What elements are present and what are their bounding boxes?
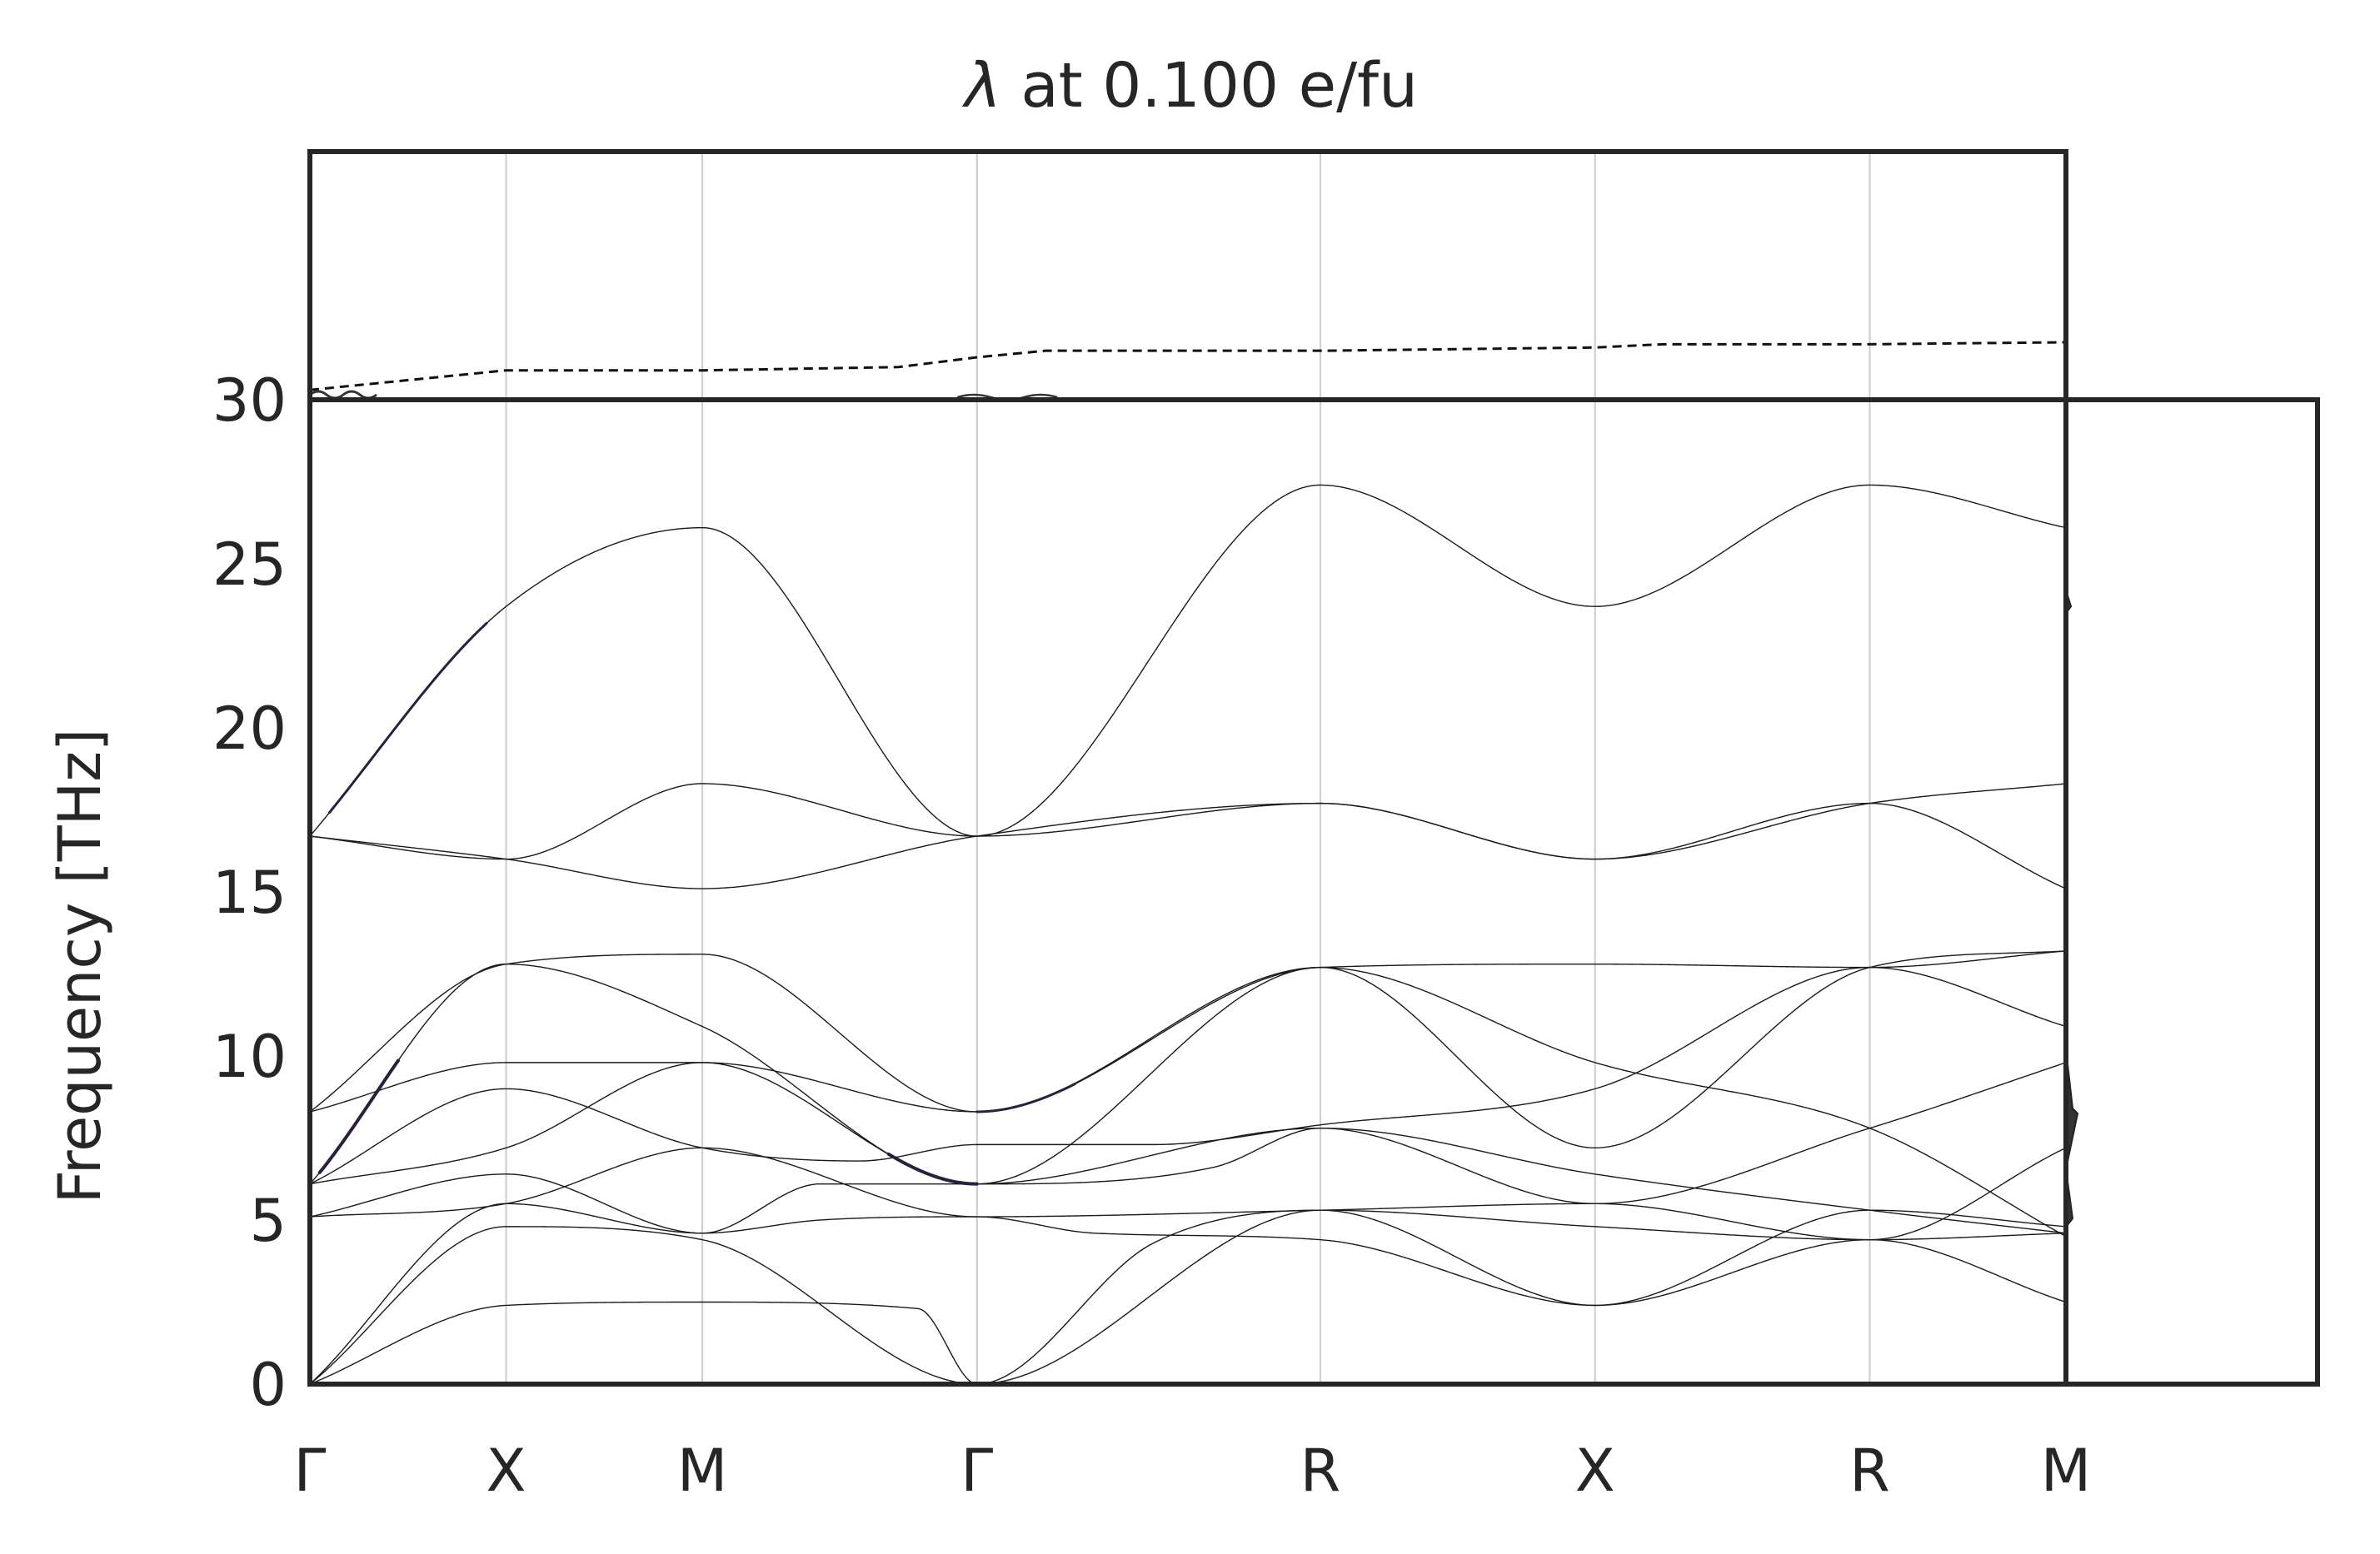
band-line-band-5	[309, 1127, 2067, 1234]
lambda-dashed-line	[309, 341, 2067, 391]
y-tick-labels: 0 5 10 15 20 25 30	[212, 366, 287, 1419]
x-tick-label: M	[677, 1437, 727, 1505]
y-axis-label: Frequency [THz]	[46, 729, 114, 1204]
y-tick-label: 10	[212, 1023, 287, 1091]
x-tick-label: Γ	[294, 1437, 327, 1505]
band-emphasis	[317, 621, 1077, 1186]
band-line-band-11	[309, 802, 2067, 889]
title-lambda-symbol: λ	[961, 50, 1001, 122]
x-tick-label: Γ	[960, 1437, 993, 1505]
x-tick-label: X	[1575, 1437, 1615, 1505]
chart-title: λ at 0.100 e/fu	[961, 50, 1418, 122]
y-tick-label: 25	[212, 530, 287, 599]
axes-frames	[307, 149, 2320, 1387]
x-tick-label: M	[2041, 1437, 2091, 1505]
y-tick-label: 20	[212, 695, 287, 763]
y-tick-label: 5	[249, 1187, 287, 1255]
band-emphasis-segment	[328, 621, 488, 814]
band-line-band-6	[309, 1062, 2067, 1205]
lambda-panel	[309, 341, 2079, 1228]
band-line-band-1	[309, 1209, 2067, 1385]
band-line-band-13	[309, 484, 2067, 837]
vertical-grid	[505, 152, 1871, 1384]
band-line-band-4	[309, 1147, 2067, 1241]
band-emphasis-segment	[317, 1058, 400, 1174]
band-line-band-9	[309, 950, 2067, 1185]
phonon-bands	[309, 484, 2067, 1385]
y-tick-label: 30	[212, 366, 287, 435]
band-emphasis-segment	[886, 1152, 979, 1186]
x-tick-label: R	[1300, 1437, 1341, 1505]
lambda-contribution-mark	[309, 390, 377, 400]
y-tick-label: 15	[212, 859, 287, 927]
band-line-band-8	[309, 966, 2067, 1238]
band-line-band-10	[309, 950, 2067, 1113]
lambda-panel-frame	[307, 149, 2068, 402]
band-line-band-7	[309, 966, 2067, 1185]
band-line-band-2	[309, 1209, 2067, 1385]
band-emphasis-segment	[975, 1082, 1077, 1113]
title-text: at 0.100 e/fu	[1001, 50, 1418, 122]
y-tick-label: 0	[249, 1351, 287, 1419]
x-tick-label: X	[486, 1437, 526, 1505]
x-tick-label: R	[1849, 1437, 1890, 1505]
band-line-band-12	[309, 783, 2067, 860]
band-line-band-3	[309, 1203, 2067, 1385]
main-axes-frame	[307, 397, 2320, 1387]
